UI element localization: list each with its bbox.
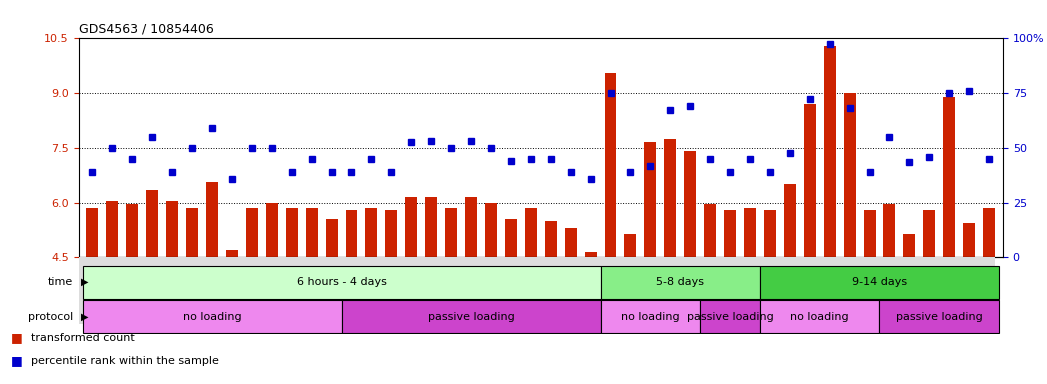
Bar	[445, 208, 458, 257]
Bar	[943, 97, 955, 257]
Bar	[784, 184, 796, 257]
Bar	[505, 219, 517, 257]
Bar	[286, 208, 297, 257]
Bar	[127, 204, 138, 257]
Bar	[844, 93, 855, 257]
Text: transformed count: transformed count	[31, 333, 135, 343]
Bar	[923, 210, 935, 257]
Text: ▶: ▶	[81, 312, 88, 322]
Bar	[864, 210, 875, 257]
Bar	[760, 300, 879, 333]
Bar	[87, 208, 98, 257]
Bar	[266, 203, 277, 257]
Bar	[664, 139, 676, 257]
Bar	[564, 228, 577, 257]
Bar	[705, 204, 716, 257]
Bar	[365, 208, 377, 257]
Text: 6 hours - 4 days: 6 hours - 4 days	[296, 277, 386, 287]
Text: 5-8 days: 5-8 days	[656, 277, 705, 287]
Bar	[405, 197, 418, 257]
Bar	[83, 300, 341, 333]
Bar	[326, 219, 337, 257]
Bar	[147, 190, 158, 257]
Text: GDS4563 / 10854406: GDS4563 / 10854406	[79, 23, 214, 36]
Bar	[107, 201, 118, 257]
Bar	[601, 300, 700, 333]
Bar	[804, 104, 816, 257]
Bar	[744, 208, 756, 257]
Text: no loading: no loading	[183, 312, 241, 322]
Text: passive loading: passive loading	[427, 312, 514, 322]
Bar	[725, 210, 736, 257]
Bar	[624, 233, 637, 257]
Bar	[166, 201, 178, 257]
Bar	[604, 73, 617, 257]
Bar	[644, 142, 656, 257]
Bar	[601, 266, 760, 299]
Bar	[206, 182, 218, 257]
Bar	[963, 223, 975, 257]
Text: no loading: no loading	[790, 312, 849, 322]
Bar	[306, 208, 317, 257]
Bar	[879, 300, 999, 333]
Bar	[186, 208, 198, 257]
Text: passive loading: passive loading	[896, 312, 983, 322]
Bar	[346, 210, 357, 257]
Text: passive loading: passive loading	[687, 312, 774, 322]
Bar	[341, 300, 601, 333]
Bar	[764, 210, 776, 257]
Bar	[246, 208, 258, 257]
Bar	[685, 152, 696, 257]
Text: percentile rank within the sample: percentile rank within the sample	[31, 356, 219, 366]
Text: protocol: protocol	[28, 312, 73, 322]
Bar	[226, 250, 238, 257]
Bar	[465, 197, 477, 257]
Text: ▶: ▶	[81, 277, 88, 287]
Bar	[385, 210, 397, 257]
Bar	[584, 252, 597, 257]
Bar	[884, 204, 895, 257]
Bar	[83, 266, 601, 299]
Text: ■: ■	[10, 354, 22, 367]
Bar	[983, 208, 995, 257]
Bar	[425, 197, 438, 257]
Text: time: time	[48, 277, 73, 287]
Bar	[700, 300, 760, 333]
Text: ■: ■	[10, 331, 22, 344]
Bar	[485, 203, 497, 257]
Bar	[544, 221, 557, 257]
Bar	[904, 233, 915, 257]
Bar	[525, 208, 537, 257]
Text: no loading: no loading	[621, 312, 680, 322]
Bar	[760, 266, 999, 299]
Bar	[824, 46, 836, 257]
Text: 9-14 days: 9-14 days	[852, 277, 907, 287]
